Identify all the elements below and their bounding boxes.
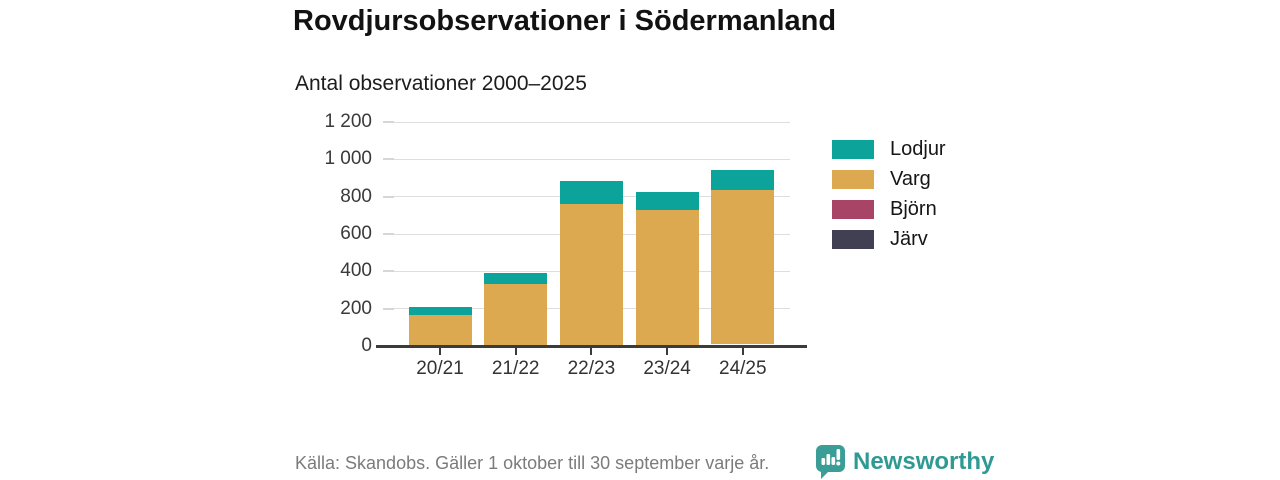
legend-item-lodjur: Lodjur (832, 138, 946, 160)
x-axis-line (376, 345, 807, 348)
bar-segment-varg (408, 315, 472, 346)
bar-segment-lodjur (559, 180, 623, 204)
legend-label: Järv (890, 228, 928, 250)
legend-label: Lodjur (890, 138, 946, 160)
x-axis-tick (590, 347, 593, 355)
legend-item-järv: Järv (832, 228, 946, 250)
y-axis-tick (383, 233, 394, 235)
y-axis-tick (383, 195, 394, 198)
x-axis-tick (666, 347, 669, 355)
y-axis-tick-label: 0 (361, 335, 372, 356)
newsworthy-wordmark: Newsworthy (853, 447, 995, 475)
gridline (388, 121, 790, 123)
legend-item-björn: Björn (832, 198, 946, 220)
legend-swatch (832, 170, 874, 189)
chart-subtitle: Antal observationer 2000–2025 (295, 72, 587, 95)
x-axis-tick (514, 347, 517, 355)
source-note: Källa: Skandobs. Gäller 1 oktober till 3… (295, 453, 770, 473)
x-axis-label: 20/21 (416, 358, 464, 379)
bar-segment-lodjur (484, 272, 548, 285)
bar-segment-varg (635, 210, 699, 345)
x-axis-label: 24/25 (719, 358, 767, 379)
newsworthy-logo-icon (815, 445, 845, 479)
x-axis-tick (439, 347, 441, 355)
gridline (388, 158, 790, 160)
y-axis-tick (383, 121, 394, 123)
x-axis-tick (741, 347, 744, 355)
y-axis-tick-label: 200 (340, 297, 372, 319)
y-axis-tick (383, 307, 394, 310)
y-axis-tick-label: 400 (340, 260, 372, 282)
legend-swatch (832, 230, 874, 249)
y-axis-tick-label: 1 200 (324, 111, 372, 132)
y-axis-tick (383, 158, 394, 161)
y-axis-tick (383, 270, 394, 273)
legend-swatch (832, 140, 874, 159)
x-axis-label: 22/23 (567, 358, 616, 379)
x-axis-label: 21/22 (491, 358, 540, 379)
bar-segment-varg (484, 284, 548, 346)
chart-title: Rovdjursobservationer i Södermanland (293, 5, 837, 37)
legend-label: Varg (890, 168, 931, 190)
y-axis-tick-label: 800 (340, 185, 372, 207)
y-axis-tick-label: 600 (340, 223, 372, 244)
bar-segment-lodjur (711, 169, 775, 190)
bar-segment-varg (711, 189, 775, 345)
x-axis-label: 23/24 (643, 358, 691, 379)
bar-segment-lodjur (635, 191, 699, 211)
bar-segment-varg (559, 203, 623, 346)
legend: Lodjur Varg Björn Järv (832, 138, 946, 260)
bar-segment-lodjur (408, 306, 472, 315)
y-axis-tick-label: 1 000 (324, 148, 372, 170)
brand-lockup: Newsworthy (815, 444, 994, 479)
legend-label: Björn (890, 198, 937, 220)
legend-swatch (832, 200, 874, 219)
legend-item-varg: Varg (832, 168, 946, 190)
